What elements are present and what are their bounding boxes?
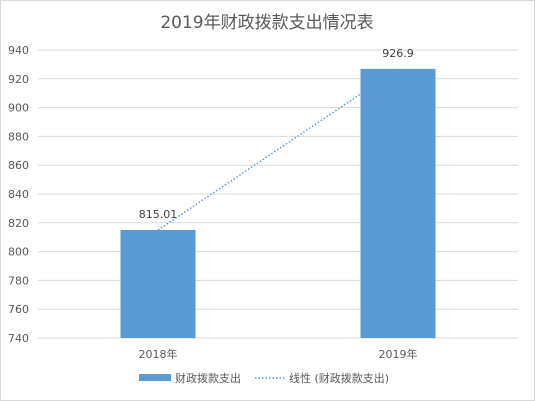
bars — [120, 68, 436, 338]
y-tick-label: 940 — [8, 44, 29, 57]
bar — [120, 229, 196, 338]
y-tick-label: 880 — [8, 130, 29, 143]
gridlines — [38, 49, 518, 339]
x-tick-label: 2018年 — [139, 347, 178, 361]
y-tick-label: 760 — [8, 303, 29, 316]
legend-bar-label: 财政拨款支出 — [175, 371, 241, 385]
x-axis-ticks: 2018年 2019年 — [139, 347, 418, 361]
y-tick-label: 740 — [8, 332, 29, 345]
y-tick-label: 820 — [8, 217, 29, 230]
trendline — [157, 68, 399, 231]
legend-trend-label: 线性 (财政拨款支出) — [289, 371, 389, 385]
data-label: 926.9 — [382, 47, 414, 60]
chart-title: 2019年财政拨款支出情况表 — [160, 13, 373, 33]
legend: 财政拨款支出 线性 (财政拨款支出) — [139, 371, 389, 385]
x-tick-label: 2019年 — [379, 347, 418, 361]
y-tick-label: 920 — [8, 73, 29, 86]
data-labels: 815.01 926.9 — [139, 47, 414, 221]
y-tick-label: 800 — [8, 246, 29, 259]
data-label: 815.01 — [139, 208, 178, 221]
bar — [360, 68, 436, 338]
y-tick-label: 780 — [8, 274, 29, 287]
y-tick-label: 840 — [8, 188, 29, 201]
y-tick-label: 860 — [8, 159, 29, 172]
y-tick-label: 900 — [8, 102, 29, 115]
legend-bar-swatch — [139, 374, 171, 381]
y-axis-ticks: 740 760 780 800 820 840 860 880 900 920 940 — [8, 44, 29, 345]
trendline-path — [157, 68, 399, 231]
